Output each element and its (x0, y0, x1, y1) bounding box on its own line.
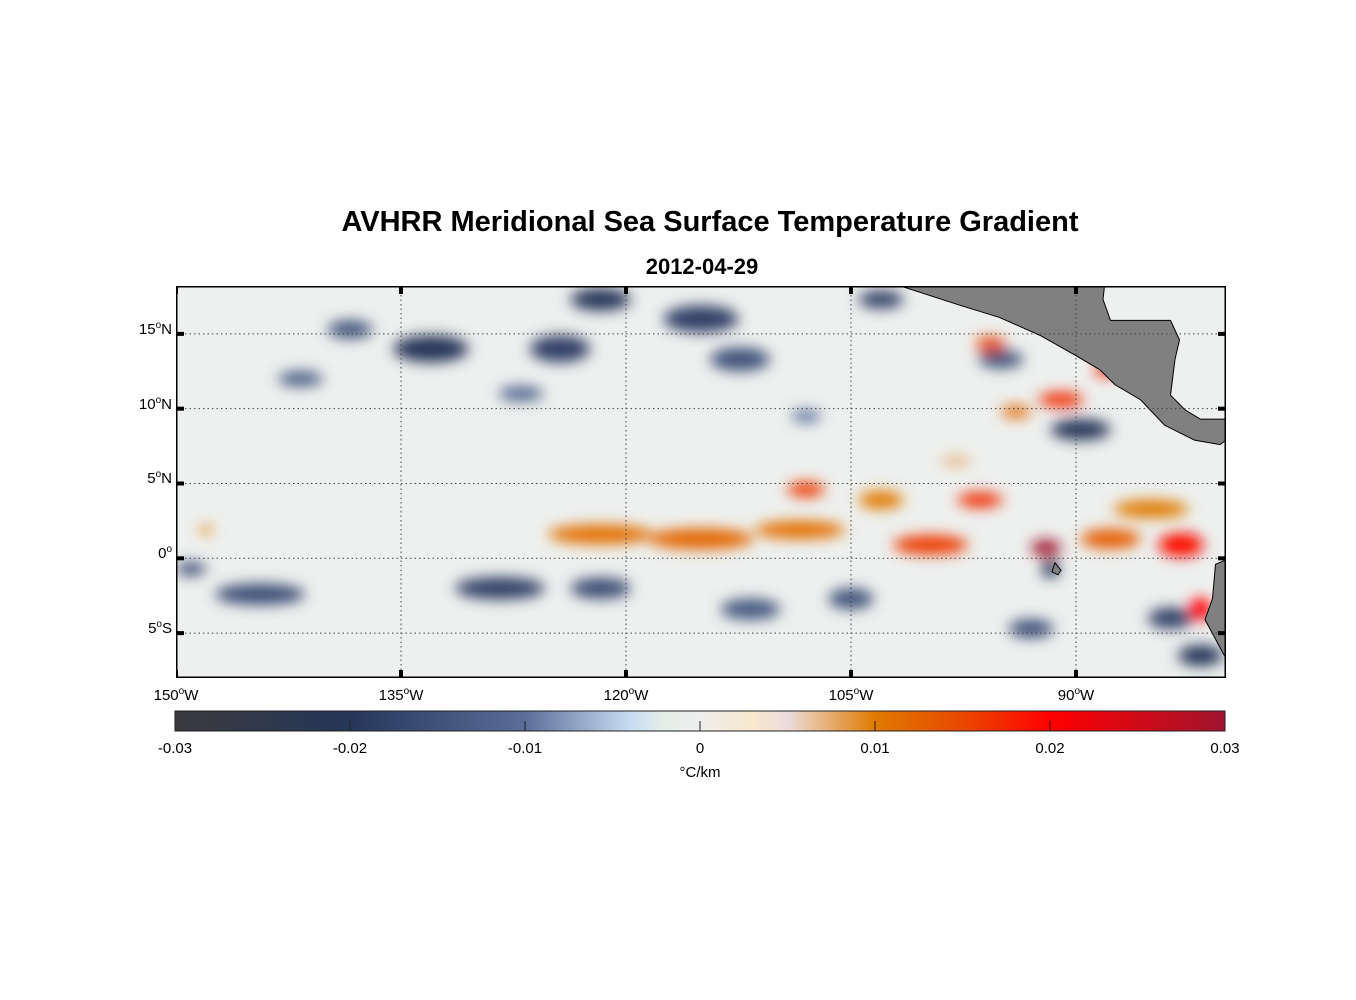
y-tick-label: 10oN (138, 394, 172, 413)
y-tick (176, 406, 184, 411)
x-tick (849, 670, 853, 678)
y-tick (176, 481, 184, 486)
warm-gradient-patch (1080, 529, 1141, 549)
cold-gradient-patch (176, 562, 206, 576)
cold-gradient-patch (1148, 607, 1193, 629)
y-tick (176, 556, 184, 561)
colorbar-unit-label: °C/km (679, 764, 721, 781)
warm-gradient-patch (648, 528, 754, 550)
x-tick (399, 670, 403, 678)
warm-gradient-patch (957, 492, 1003, 508)
y-tick-label: 0o (158, 544, 172, 563)
x-tick-label: 135oW (378, 686, 424, 704)
cold-gradient-patch (791, 410, 821, 423)
ocean-background (176, 286, 1226, 678)
warm-gradient-patch (200, 525, 212, 535)
warm-gradient-patch (893, 535, 968, 555)
x-tick (399, 286, 403, 294)
y-tick (1218, 556, 1226, 561)
y-tick (1218, 631, 1226, 636)
x-tick (624, 670, 628, 678)
warm-gradient-patch (858, 490, 904, 509)
cold-gradient-patch (1008, 619, 1054, 638)
cold-gradient-patch (455, 576, 545, 600)
colorbar-tick-label: -0.02 (332, 740, 368, 757)
warm-gradient-patch (1038, 392, 1084, 408)
warm-gradient-patch (787, 481, 825, 497)
warm-gradient-patch (941, 455, 971, 467)
colorbar-tick-label: -0.03 (157, 740, 193, 757)
y-tick (1218, 406, 1226, 411)
x-tick (849, 286, 853, 294)
cold-gradient-patch (393, 335, 469, 363)
colorbar-tick-label: -0.01 (507, 740, 543, 757)
cold-gradient-patch (710, 347, 770, 372)
land-mass (900, 286, 1226, 446)
x-tick (624, 286, 628, 294)
cold-gradient-patch (530, 335, 590, 363)
y-tick-label: 5oS (148, 619, 172, 638)
colorbar (174, 710, 1226, 732)
warm-gradient-patch (548, 524, 653, 545)
colorbar-tick-label: 0.01 (860, 740, 890, 757)
y-tick (1218, 331, 1226, 336)
y-tick-label: 5oN (147, 469, 172, 488)
warm-gradient-patch (1001, 405, 1031, 418)
y-tick (176, 331, 184, 336)
warm-gradient-patch (1158, 532, 1204, 557)
land-mass (1051, 561, 1062, 576)
warm-gradient-patch (1189, 597, 1212, 621)
cold-gradient-patch (1050, 419, 1111, 441)
chart-title: AVHRR Meridional Sea Surface Temperature… (341, 206, 1079, 238)
cold-gradient-patch (720, 598, 781, 620)
warm-gradient-patch (975, 336, 1006, 352)
cold-gradient-patch (663, 305, 739, 333)
y-tick (1218, 481, 1226, 486)
x-tick-label: 90oW (1057, 686, 1095, 704)
x-tick-label: 150oW (153, 686, 199, 704)
cold-gradient-patch (570, 288, 631, 311)
cold-gradient-patch (215, 583, 305, 605)
colorbar-tick-label: 0.03 (1210, 740, 1240, 757)
sst-gradient-map (176, 286, 1226, 678)
x-tick-label: 105oW (828, 686, 874, 704)
warm-gradient-patch (755, 520, 845, 539)
x-tick (1074, 286, 1078, 294)
cold-gradient-patch (978, 350, 1024, 369)
x-tick-label: 120oW (603, 686, 649, 704)
y-tick (176, 631, 184, 636)
cold-gradient-patch (278, 371, 323, 387)
cold-gradient-patch (570, 577, 631, 599)
cold-gradient-patch (1178, 645, 1223, 667)
y-tick-label: 15oN (138, 319, 172, 338)
cold-gradient-patch (327, 320, 373, 339)
x-tick (1074, 670, 1078, 678)
warm-gradient-patch (1031, 539, 1061, 557)
cold-gradient-patch (828, 588, 874, 610)
chart-subtitle: 2012-04-29 (645, 254, 759, 279)
cold-gradient-patch (498, 386, 544, 402)
warm-gradient-patch (1113, 499, 1189, 518)
colorbar-tick-label: 0 (695, 740, 705, 757)
cold-gradient-patch (858, 290, 904, 309)
colorbar-tick-label: 0.02 (1035, 740, 1065, 757)
